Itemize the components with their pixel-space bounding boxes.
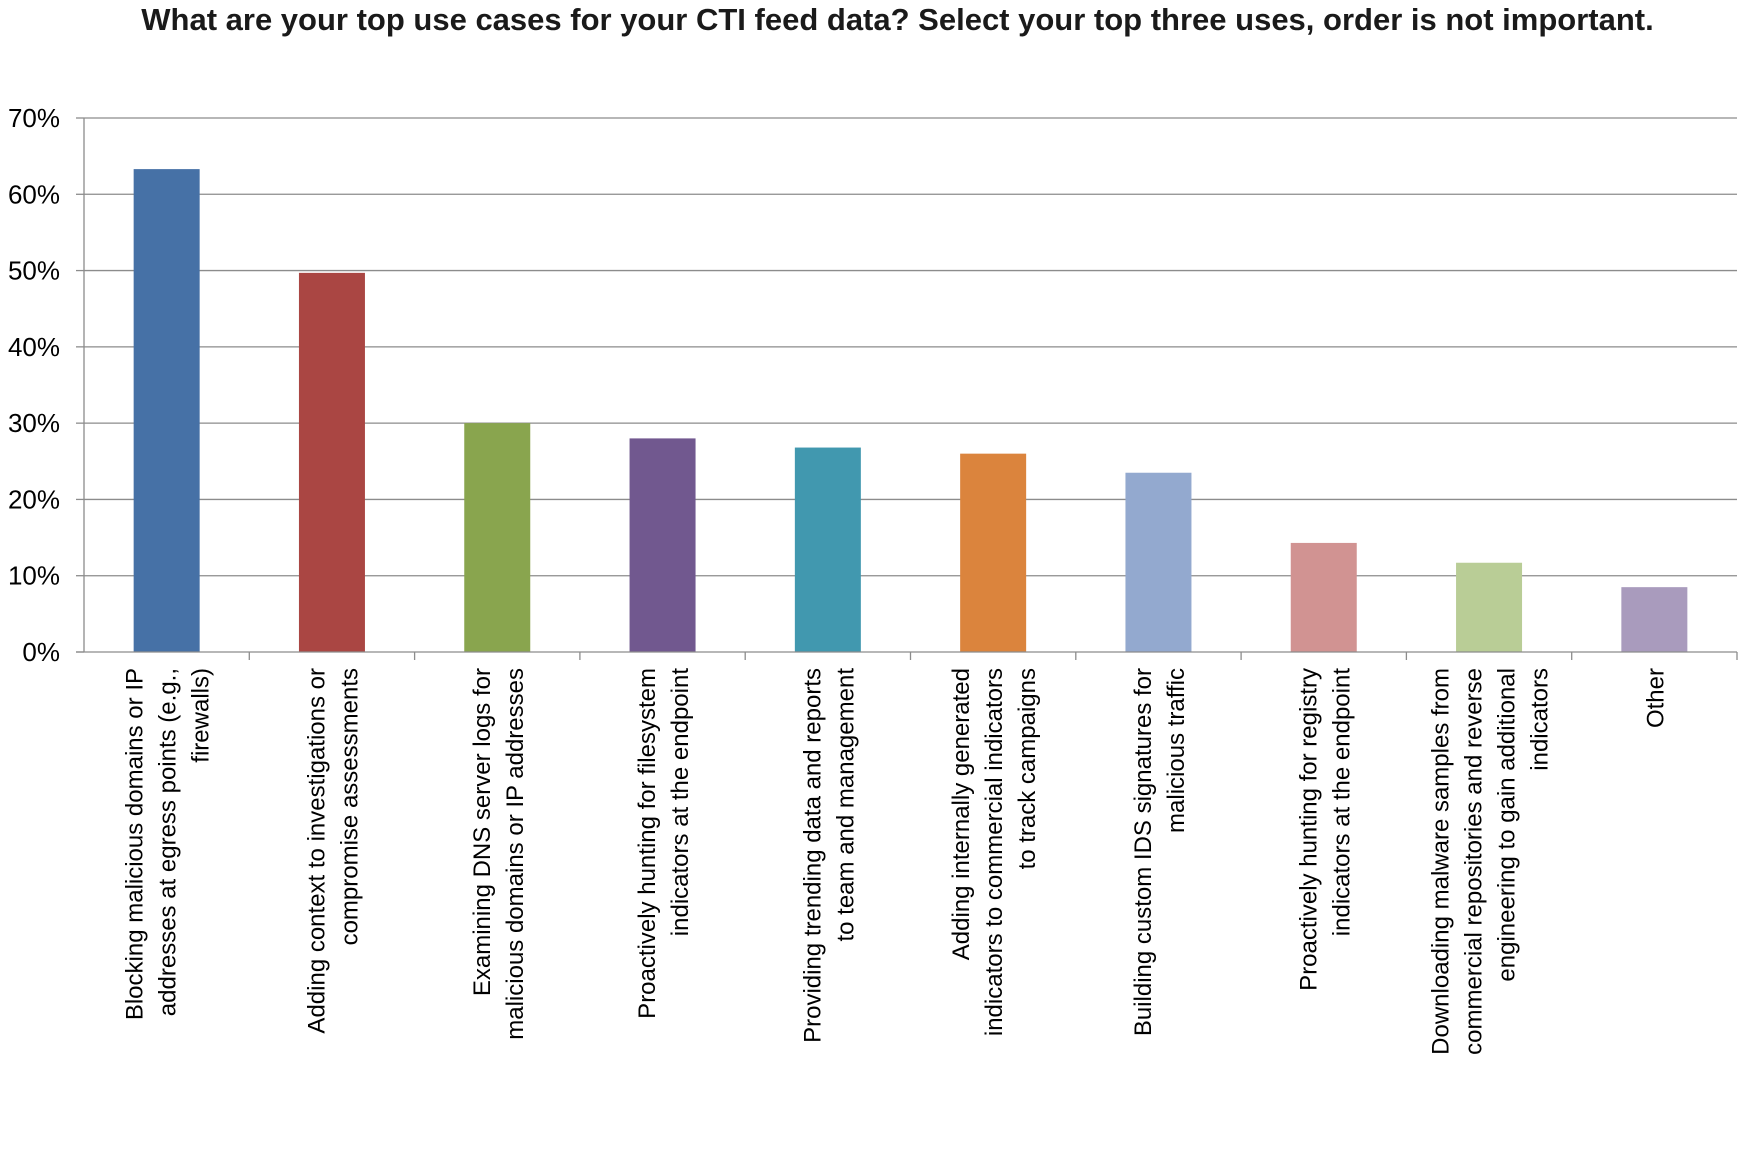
chart-title: What are your top use cases for your CTI… <box>141 2 1654 37</box>
x-category-label-line: Proactively hunting for filesystem <box>634 668 661 1019</box>
x-category-label: Building custom IDS signatures for malici… <box>1130 668 1190 1036</box>
x-category-label-line: malicious domains or IP addresses <box>502 668 529 1040</box>
y-axis-ticks: 0% 10% 20% 30% 40% 50% 60% 70% <box>8 103 84 667</box>
x-category-label: Adding context to investigations or compr… <box>303 668 363 1034</box>
bar <box>298 272 365 652</box>
bar <box>464 423 531 652</box>
bar <box>1456 562 1523 652</box>
x-category-label: Downloading malware samples from commerci… <box>1428 668 1554 1055</box>
x-category-label-line: Adding internally generated <box>948 668 975 960</box>
bar <box>794 447 861 652</box>
bars <box>133 169 1688 652</box>
x-category-label-line: addresses at egress points (e.g., <box>155 668 182 1016</box>
bar <box>133 169 200 652</box>
y-tick-label: 30% <box>8 408 60 438</box>
y-tick-label: 40% <box>8 332 60 362</box>
x-category-label-line: Providing trending data and reports <box>799 668 826 1043</box>
x-category-label-line: Proactively hunting for registry <box>1295 668 1322 991</box>
x-category-label-line: compromise assessments <box>336 668 363 945</box>
x-category-label-line: Building custom IDS signatures for <box>1130 668 1157 1036</box>
y-tick-label: 60% <box>8 179 60 209</box>
x-category-label-line: to track campaigns <box>1014 668 1041 869</box>
x-category-label: Examining DNS server logs for malicious d… <box>469 668 529 1040</box>
bar <box>1125 472 1192 652</box>
bar <box>960 453 1027 652</box>
x-category-label-line: to team and management <box>832 668 859 942</box>
x-category-label: Blocking malicious domains or IP addresse… <box>122 668 215 1020</box>
x-category-label-line: commercial repositories and reverse <box>1461 668 1488 1055</box>
x-category-label-line: indicators at the endpoint <box>667 668 694 937</box>
x-category-label: Proactively hunting for filesystem indica… <box>634 668 694 1019</box>
axes <box>76 118 1738 660</box>
bar <box>1621 587 1688 652</box>
y-tick-label: 20% <box>8 484 60 514</box>
x-category-label-line: firewalls) <box>188 668 215 763</box>
y-tick-label: 10% <box>8 561 60 591</box>
x-category-label-line: indicators <box>1527 668 1554 771</box>
x-category-label: Other <box>1642 668 1669 728</box>
y-tick-label: 50% <box>8 256 60 286</box>
x-category-label-line: indicators at the endpoint <box>1328 668 1355 937</box>
x-category-label-line: malicious traffic <box>1163 668 1190 833</box>
y-tick-label: 0% <box>22 637 60 667</box>
x-category-label-line: Examining DNS server logs for <box>469 668 496 996</box>
y-tick-label: 70% <box>8 103 60 133</box>
x-axis-labels: Blocking malicious domains or IP addresse… <box>122 668 1670 1055</box>
bar <box>629 438 696 652</box>
x-category-label: Providing trending data and reports to te… <box>799 668 859 1043</box>
x-category-label-line: Downloading malware samples from <box>1428 668 1455 1055</box>
x-category-label-line: engineering to gain additional <box>1494 668 1521 982</box>
x-category-label: Proactively hunting for registry indicato… <box>1295 668 1355 991</box>
x-category-label: Adding internally generated indicators to… <box>948 668 1041 1036</box>
x-category-label-line: Blocking malicious domains or IP <box>122 668 149 1020</box>
x-category-label-line: Other <box>1642 668 1669 728</box>
bar <box>1290 542 1357 652</box>
x-category-label-line: indicators to commercial indicators <box>981 668 1008 1036</box>
x-category-label-line: Adding context to investigations or <box>303 668 330 1034</box>
